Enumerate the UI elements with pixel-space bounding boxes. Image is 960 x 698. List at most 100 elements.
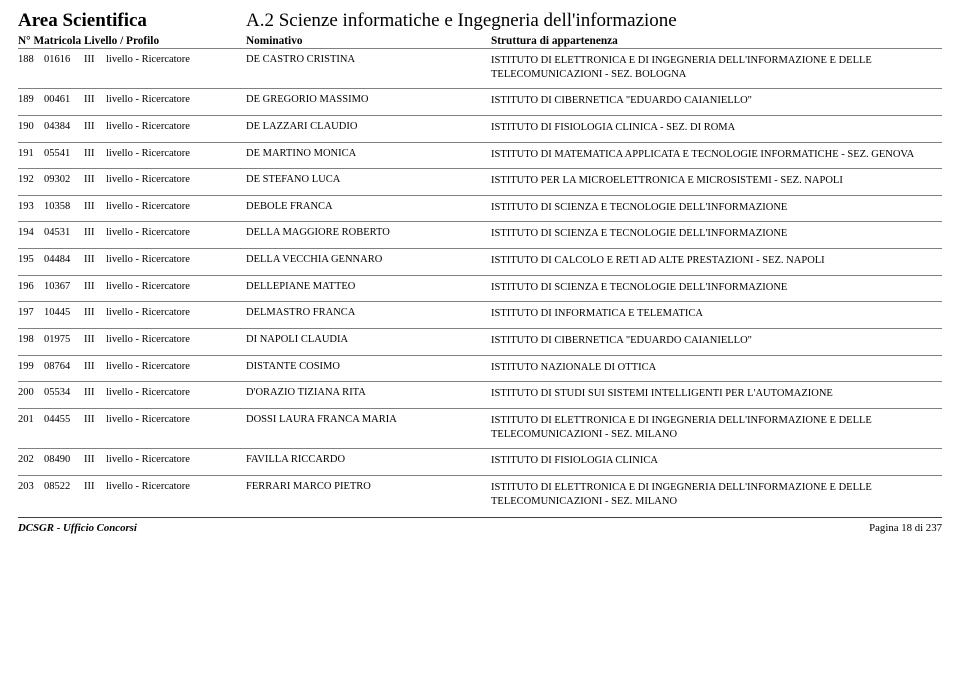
- cell-nominativo: DE CASTRO CRISTINA: [246, 54, 491, 81]
- cell-livello: III: [84, 387, 106, 401]
- cell-profilo: livello - Ricercatore: [106, 148, 246, 162]
- cell-num: 191: [18, 148, 44, 162]
- cell-nominativo: DELLA VECCHIA GENNARO: [246, 254, 491, 268]
- cell-livello: III: [84, 148, 106, 162]
- cell-profilo: livello - Ricercatore: [106, 454, 246, 468]
- cell-livello: III: [84, 481, 106, 508]
- cell-struttura: ISTITUTO DI MATEMATICA APPLICATA E TECNO…: [491, 148, 942, 162]
- cell-num: 193: [18, 201, 44, 215]
- cell-profilo: livello - Ricercatore: [106, 94, 246, 108]
- table-row: 19504484IIIlivello - RicercatoreDELLA VE…: [18, 248, 942, 275]
- table-row: 20104455IIIlivello - RicercatoreDOSSI LA…: [18, 408, 942, 448]
- cell-num: 202: [18, 454, 44, 468]
- cell-nominativo: DE LAZZARI CLAUDIO: [246, 121, 491, 135]
- cell-livello: III: [84, 281, 106, 295]
- table-row: 19710445IIIlivello - RicercatoreDELMASTR…: [18, 301, 942, 328]
- cell-livello: III: [84, 54, 106, 81]
- footer-left: DCSGR - Ufficio Concorsi: [18, 522, 137, 534]
- cell-struttura: ISTITUTO DI ELETTRONICA E DI INGEGNERIA …: [491, 414, 942, 441]
- table-body: 18801616IIIlivello - RicercatoreDE CASTR…: [18, 48, 942, 515]
- cell-nominativo: FAVILLA RICCARDO: [246, 454, 491, 468]
- table-row: 19908764IIIlivello - RicercatoreDISTANTE…: [18, 355, 942, 382]
- cell-profilo: livello - Ricercatore: [106, 361, 246, 375]
- footer-page-number: Pagina 18 di 237: [869, 522, 942, 534]
- cell-struttura: ISTITUTO DI SCIENZA E TECNOLOGIE DELL'IN…: [491, 281, 942, 295]
- bottom-rule: [18, 517, 942, 518]
- table-row: 18801616IIIlivello - RicercatoreDE CASTR…: [18, 48, 942, 88]
- column-headers: N° Matricola Livello / Profilo Nominativ…: [18, 35, 942, 48]
- page-header: Area Scientifica A.2 Scienze informatich…: [18, 10, 942, 32]
- cell-livello: III: [84, 334, 106, 348]
- col-header-left: N° Matricola Livello / Profilo: [18, 35, 246, 47]
- cell-matricola: 08490: [44, 454, 84, 468]
- cell-matricola: 05541: [44, 148, 84, 162]
- cell-livello: III: [84, 174, 106, 188]
- cell-struttura: ISTITUTO DI CIBERNETICA "EDUARDO CAIANIE…: [491, 334, 942, 348]
- cell-nominativo: DELMASTRO FRANCA: [246, 307, 491, 321]
- cell-nominativo: DOSSI LAURA FRANCA MARIA: [246, 414, 491, 441]
- cell-livello: III: [84, 201, 106, 215]
- cell-profilo: livello - Ricercatore: [106, 334, 246, 348]
- table-row: 19404531IIIlivello - RicercatoreDELLA MA…: [18, 221, 942, 248]
- cell-num: 197: [18, 307, 44, 321]
- cell-struttura: ISTITUTO DI FISIOLOGIA CLINICA: [491, 454, 942, 468]
- cell-struttura: ISTITUTO DI CALCOLO E RETI AD ALTE PREST…: [491, 254, 942, 268]
- cell-nominativo: DISTANTE COSIMO: [246, 361, 491, 375]
- cell-matricola: 00461: [44, 94, 84, 108]
- cell-struttura: ISTITUTO NAZIONALE DI OTTICA: [491, 361, 942, 375]
- cell-matricola: 04384: [44, 121, 84, 135]
- cell-nominativo: FERRARI MARCO PIETRO: [246, 481, 491, 508]
- cell-num: 198: [18, 334, 44, 348]
- table-row: 19310358IIIlivello - RicercatoreDEBOLE F…: [18, 195, 942, 222]
- table-row: 19105541IIIlivello - RicercatoreDE MARTI…: [18, 142, 942, 169]
- cell-profilo: livello - Ricercatore: [106, 387, 246, 401]
- cell-struttura: ISTITUTO DI SCIENZA E TECNOLOGIE DELL'IN…: [491, 201, 942, 215]
- table-row: 19801975IIIlivello - RicercatoreDI NAPOL…: [18, 328, 942, 355]
- cell-num: 201: [18, 414, 44, 441]
- col-header-struttura: Struttura di appartenenza: [491, 35, 942, 47]
- cell-livello: III: [84, 94, 106, 108]
- cell-struttura: ISTITUTO DI FISIOLOGIA CLINICA - SEZ. DI…: [491, 121, 942, 135]
- cell-matricola: 09302: [44, 174, 84, 188]
- cell-num: 190: [18, 121, 44, 135]
- table-row: 19209302IIIlivello - RicercatoreDE STEFA…: [18, 168, 942, 195]
- cell-nominativo: DELLEPIANE MATTEO: [246, 281, 491, 295]
- cell-livello: III: [84, 454, 106, 468]
- cell-profilo: livello - Ricercatore: [106, 307, 246, 321]
- cell-struttura: ISTITUTO DI STUDI SUI SISTEMI INTELLIGEN…: [491, 387, 942, 401]
- page-footer: DCSGR - Ufficio Concorsi Pagina 18 di 23…: [18, 522, 942, 534]
- cell-livello: III: [84, 307, 106, 321]
- cell-livello: III: [84, 121, 106, 135]
- cell-livello: III: [84, 254, 106, 268]
- cell-nominativo: DELLA MAGGIORE ROBERTO: [246, 227, 491, 241]
- cell-num: 192: [18, 174, 44, 188]
- cell-nominativo: DI NAPOLI CLAUDIA: [246, 334, 491, 348]
- area-title: Area Scientifica: [18, 10, 246, 32]
- cell-nominativo: D'ORAZIO TIZIANA RITA: [246, 387, 491, 401]
- cell-matricola: 04455: [44, 414, 84, 441]
- cell-profilo: livello - Ricercatore: [106, 481, 246, 508]
- cell-profilo: livello - Ricercatore: [106, 54, 246, 81]
- cell-profilo: livello - Ricercatore: [106, 227, 246, 241]
- cell-struttura: ISTITUTO DI ELETTRONICA E DI INGEGNERIA …: [491, 481, 942, 508]
- cell-struttura: ISTITUTO DI SCIENZA E TECNOLOGIE DELL'IN…: [491, 227, 942, 241]
- cell-num: 189: [18, 94, 44, 108]
- cell-num: 188: [18, 54, 44, 81]
- cell-livello: III: [84, 414, 106, 441]
- cell-matricola: 01616: [44, 54, 84, 81]
- cell-profilo: livello - Ricercatore: [106, 281, 246, 295]
- table-row: 20308522IIIlivello - RicercatoreFERRARI …: [18, 475, 942, 515]
- cell-matricola: 04531: [44, 227, 84, 241]
- cell-matricola: 10445: [44, 307, 84, 321]
- table-row: 20208490IIIlivello - RicercatoreFAVILLA …: [18, 448, 942, 475]
- cell-num: 199: [18, 361, 44, 375]
- cell-matricola: 10367: [44, 281, 84, 295]
- table-row: 18900461IIIlivello - RicercatoreDE GREGO…: [18, 88, 942, 115]
- cell-struttura: ISTITUTO DI ELETTRONICA E DI INGEGNERIA …: [491, 54, 942, 81]
- cell-struttura: ISTITUTO DI CIBERNETICA "EDUARDO CAIANIE…: [491, 94, 942, 108]
- cell-num: 203: [18, 481, 44, 508]
- area-subtitle: A.2 Scienze informatiche e Ingegneria de…: [246, 10, 677, 32]
- cell-nominativo: DEBOLE FRANCA: [246, 201, 491, 215]
- cell-livello: III: [84, 227, 106, 241]
- cell-num: 195: [18, 254, 44, 268]
